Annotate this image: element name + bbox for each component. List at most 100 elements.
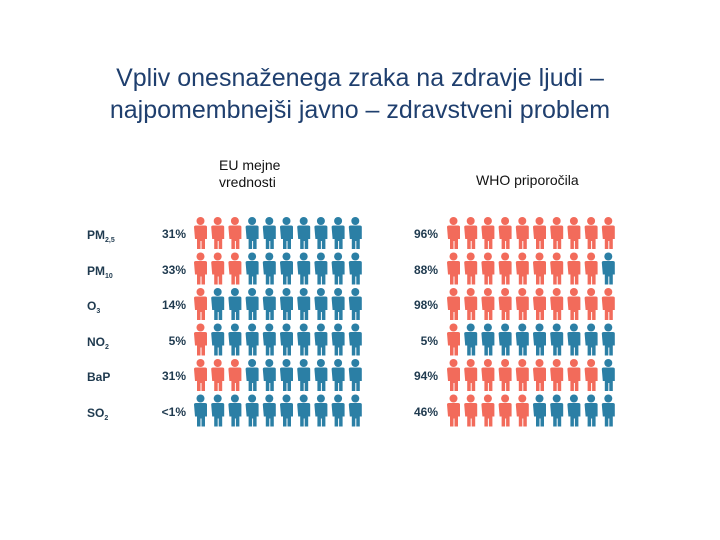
who-person-icon	[567, 217, 581, 249]
who-person-icon	[601, 359, 615, 391]
eu-person-icon	[280, 288, 293, 320]
eu-person-icon	[348, 288, 362, 320]
pollutant-label: SO2	[87, 406, 108, 422]
eu-person-icon	[262, 394, 276, 427]
who-person-icon	[464, 323, 478, 356]
who-person-icon	[550, 359, 564, 391]
eu-person-icon	[280, 394, 293, 427]
eu-person-icon	[194, 394, 207, 427]
eu-person-icon	[297, 288, 311, 320]
eu-person-icon	[297, 394, 311, 427]
who-person-icon	[447, 217, 460, 249]
pollutant-label: NO2	[87, 335, 109, 351]
who-person-icon	[447, 323, 460, 356]
who-person-icon	[584, 252, 598, 285]
eu-person-icon	[211, 288, 225, 320]
who-person-icon	[515, 394, 529, 427]
eu-person-icon	[331, 217, 345, 249]
eu-person-icon	[297, 217, 311, 249]
pollutant-label: PM2,5	[87, 228, 115, 244]
who-person-icon	[533, 217, 546, 249]
eu-person-icon	[297, 323, 311, 356]
eu-person-icon	[228, 288, 242, 320]
eu-header-line-1: EU mejne	[219, 157, 281, 173]
who-person-icon	[567, 252, 581, 285]
pollutant-subscript: 2,5	[105, 237, 115, 244]
eu-column-header: EU mejne vrednosti	[219, 157, 280, 191]
eu-person-icon	[314, 217, 328, 249]
who-person-icon	[601, 288, 615, 320]
eu-person-icon	[228, 359, 242, 391]
eu-person-icon	[245, 323, 259, 356]
page-title: Vpliv onesnaženega zraka na zdravje ljud…	[0, 62, 720, 126]
who-person-icon	[550, 217, 564, 249]
who-percentage: 96%	[413, 227, 438, 241]
who-person-icon	[567, 359, 581, 391]
who-person-icon	[533, 323, 546, 356]
who-person-icon	[498, 323, 512, 356]
who-person-icon	[567, 394, 581, 427]
pollutant-label: O3	[87, 299, 100, 315]
pollutant-subscript: 2	[104, 414, 109, 422]
eu-person-icon	[245, 288, 259, 320]
pollutant-label: BaP	[87, 370, 110, 384]
who-person-icon	[481, 394, 495, 427]
eu-person-icon	[194, 359, 207, 391]
eu-person-icon	[262, 323, 276, 356]
who-person-icon	[550, 252, 564, 285]
eu-percentage: 14%	[161, 298, 186, 312]
who-person-icon	[447, 288, 460, 320]
eu-person-icon	[262, 217, 276, 249]
who-person-icon	[481, 323, 495, 356]
who-person-icon	[601, 217, 615, 249]
who-person-icon	[601, 394, 615, 427]
eu-person-icon	[297, 252, 311, 285]
who-person-icon	[584, 394, 598, 427]
eu-person-icon	[280, 252, 293, 285]
eu-person-icon	[314, 359, 328, 391]
eu-person-icon	[348, 252, 362, 285]
eu-person-icon	[194, 252, 207, 285]
eu-person-icon	[280, 217, 293, 249]
eu-person-icon	[262, 359, 276, 391]
pollutant-name: NO	[87, 334, 105, 349]
eu-person-icon	[331, 394, 345, 427]
who-person-icon	[601, 323, 615, 356]
eu-person-icon	[331, 252, 345, 285]
who-person-icon	[584, 288, 598, 320]
eu-person-icon	[245, 359, 259, 391]
who-percentage: 98%	[413, 298, 438, 312]
eu-person-icon	[280, 359, 293, 391]
pollutant-subscript: 3	[96, 308, 101, 315]
title-line-2: najpomembnejši javno – zdravstveni probl…	[109, 96, 611, 124]
who-person-icon	[550, 394, 564, 427]
eu-person-icon	[262, 252, 276, 285]
eu-person-icon	[211, 217, 225, 249]
eu-percentage: 5%	[168, 333, 186, 348]
who-person-icon	[515, 252, 529, 285]
who-percentage: 46%	[413, 404, 438, 419]
eu-person-icon	[262, 288, 276, 320]
eu-person-icon	[297, 359, 311, 391]
who-column-header: WHO priporočila	[476, 172, 579, 188]
who-person-icon	[601, 252, 615, 285]
who-person-icon	[464, 394, 478, 427]
who-person-icon	[464, 252, 478, 285]
who-person-icon	[584, 217, 598, 249]
eu-percentage: <1%	[161, 404, 186, 419]
pollutant-name: PM	[87, 263, 105, 278]
eu-person-icon	[314, 288, 328, 320]
eu-person-icon	[228, 252, 242, 285]
eu-person-icon	[314, 323, 328, 356]
eu-person-icon	[348, 323, 362, 356]
eu-percentage: 31%	[161, 227, 186, 241]
eu-header-line-2: vrednosti	[219, 174, 276, 190]
eu-person-icon	[348, 217, 362, 249]
who-person-icon	[464, 288, 478, 320]
eu-person-icon	[211, 394, 225, 427]
pollutant-subscript: 2	[105, 343, 109, 351]
title-line-1: Vpliv onesnaženega zraka na zdravje ljud…	[116, 64, 604, 92]
who-person-icon	[515, 323, 529, 356]
who-person-icon	[498, 217, 512, 249]
